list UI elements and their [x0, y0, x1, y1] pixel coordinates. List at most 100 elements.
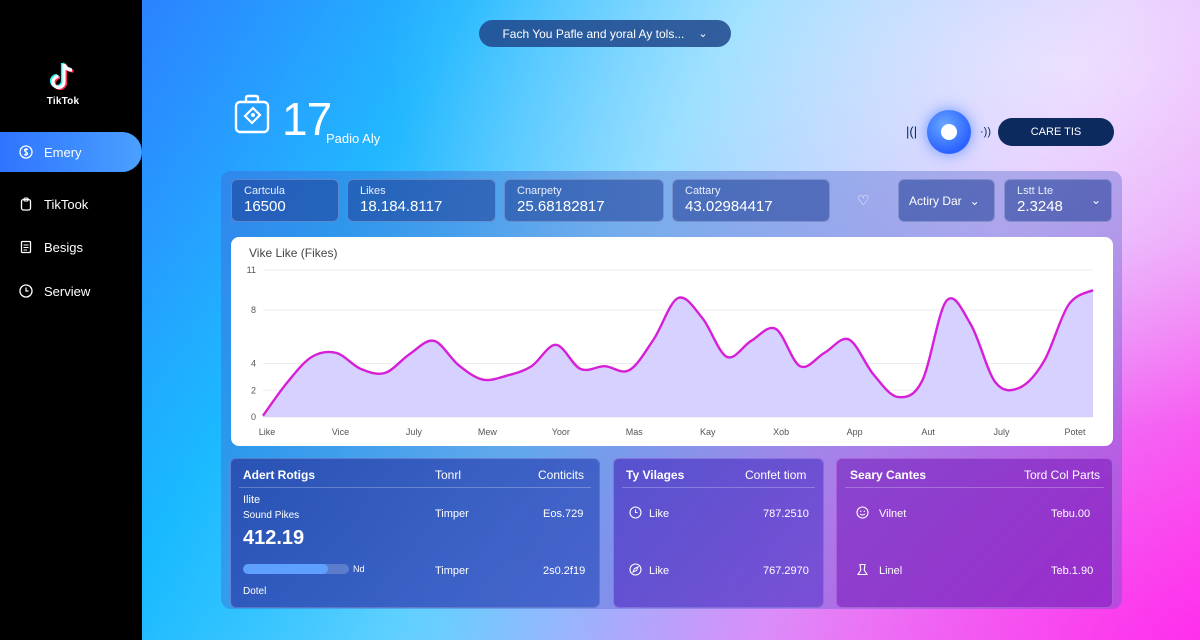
row-label: Like — [649, 565, 670, 577]
activity-dropdown[interactable]: Actiry Dar ⌄ — [898, 179, 995, 222]
dollar-circle-icon — [18, 144, 34, 160]
row-value: 2s0.2f19 — [543, 565, 586, 577]
stat-label: Cattary — [685, 185, 721, 197]
clock-icon — [18, 283, 34, 299]
row-value: Teb.1.90 — [1051, 565, 1094, 577]
row-value: 787.2510 — [763, 508, 809, 520]
header-subtitle: Padio Aly — [326, 131, 381, 146]
y-tick-label: 8 — [251, 305, 256, 315]
last-dropdown-label: Lstt Lte — [1017, 185, 1054, 197]
sound-pikes-value: 412.19 — [243, 527, 305, 549]
sidebar-item-emery[interactable]: Emery — [0, 132, 142, 172]
ty-vilages-card: Ty Vilages Confet tiom Like 787.2510 Lik… — [613, 458, 824, 608]
x-tick-label: July — [406, 427, 423, 437]
shopping-bag-icon — [234, 94, 270, 134]
card-title: Seary Cantes — [850, 468, 927, 482]
x-tick-label: Potet — [1064, 427, 1086, 437]
card-label: Ilite — [243, 494, 261, 506]
sidebar-item-serview[interactable]: Serview — [0, 271, 142, 311]
x-tick-label: Mas — [626, 427, 644, 437]
likes-chart-card: 0 2 4 8 11 Like Vice July Mew Yoor Mas Kay Xob App Aut… — [231, 237, 1113, 446]
x-tick-label: Like — [259, 427, 276, 437]
card-title: Adert Rotigs — [243, 468, 315, 482]
clock-icon — [629, 506, 642, 522]
x-tick-label: Aut — [921, 427, 935, 437]
row-value: 767.2970 — [763, 565, 809, 577]
x-tick-label: Kay — [700, 427, 716, 437]
card-title: Ty Vilages — [626, 468, 685, 482]
stat-value: 16500 — [244, 198, 286, 215]
y-tick-label: 11 — [247, 265, 256, 275]
card-column-header: Tonrl — [435, 468, 462, 482]
person-icon — [856, 563, 869, 579]
stat-label: Cartcula — [244, 185, 285, 197]
chart-title: Vike Like (Fikes) — [249, 246, 338, 260]
smile-icon — [856, 506, 869, 522]
last-dropdown[interactable]: Lstt Lte 2.3248 ⌄ — [1004, 179, 1112, 222]
row-value: Eos.729 — [543, 508, 584, 520]
sidebar-item-besigs[interactable]: Besigs — [0, 227, 142, 267]
x-tick-label: Mew — [478, 427, 498, 437]
adert-rotigs-card: Adert Rotigs Tonrl Conticits Ilite Sound… — [230, 458, 600, 608]
chevron-down-icon: ⌄ — [969, 193, 980, 208]
seary-cantes-card: Seary Cantes Tord Col Parts Vilnet Tebu.… — [836, 458, 1113, 608]
card-label: Sound Pikes — [243, 510, 300, 521]
sound-wave-right-icon: ·)) — [980, 126, 991, 138]
sound-wave-left-icon: |(| — [906, 124, 918, 139]
top-dropdown[interactable]: Fach You Pafle and yoral Ay tols... ⌄ — [479, 20, 731, 47]
tiktok-logo[interactable]: TikTok — [38, 60, 88, 107]
stat-value: 43.02984417 — [685, 198, 773, 215]
x-tick-label: July — [994, 427, 1011, 437]
progress-bar — [243, 564, 349, 574]
logo-text: TikTok — [46, 96, 80, 107]
header-big-number: 17 — [282, 93, 332, 145]
heart-icon[interactable]: ♡ — [857, 192, 870, 208]
likes-chart: 0 2 4 8 11 Like Vice July Mew Yoor Mas Kay Xob App Aut… — [247, 265, 1094, 437]
card-column-header: Conticits — [538, 468, 585, 482]
care-tis-button[interactable]: CARE TIS — [998, 118, 1114, 146]
sidebar-item-tiktook[interactable]: TikTook — [0, 184, 142, 224]
x-tick-label: App — [847, 427, 863, 437]
row-label: Vilnet — [879, 508, 907, 520]
record-button[interactable] — [927, 110, 971, 154]
series-area — [263, 290, 1093, 417]
last-dropdown-value: 2.3248 — [1017, 198, 1063, 215]
document-icon — [18, 239, 34, 255]
sidebar-item-label: Serview — [44, 283, 91, 299]
row-label: Timper — [435, 508, 469, 520]
card-column-header: Confet tiom — [745, 468, 807, 482]
y-tick-label: 0 — [251, 412, 256, 422]
compass-icon — [629, 563, 642, 579]
y-tick-label: 2 — [251, 385, 256, 395]
stat-label: Likes — [360, 185, 386, 197]
card-footer: Dotel — [243, 586, 267, 597]
divider — [622, 487, 815, 488]
row-label: Timper — [435, 565, 469, 577]
x-tick-label: Xob — [773, 427, 789, 437]
top-dropdown-label: Fach You Pafle and yoral Ay tols... — [502, 26, 685, 41]
stat-card-likes: Likes 18.184.8117 — [347, 179, 496, 222]
progress-label: Nd — [353, 564, 365, 574]
sidebar-item-label: Emery — [44, 144, 82, 160]
chevron-down-icon: ⌄ — [1090, 193, 1101, 207]
divider — [239, 487, 591, 488]
row-label: Linel — [879, 565, 903, 577]
chevron-down-icon: ⌄ — [698, 28, 708, 40]
sidebar-item-label: TikTook — [44, 196, 89, 212]
sidebar: TikTok Emery TikTook Besigs Serview — [0, 0, 142, 640]
divider — [845, 487, 1104, 488]
activity-dropdown-label: Actiry Dar — [909, 193, 962, 208]
stat-card-cartcula: Cartcula 16500 — [231, 179, 339, 222]
series-line — [262, 288, 1094, 417]
progress-fill — [243, 564, 328, 574]
tiktok-note-icon — [49, 62, 74, 91]
row-label: Like — [649, 508, 670, 520]
stat-value: 18.184.8117 — [360, 198, 443, 215]
record-dot-icon — [941, 124, 957, 140]
row-value: Tebu.00 — [1051, 508, 1091, 520]
stat-card-cattary: Cattary 43.02984417 — [672, 179, 830, 222]
sidebar-item-label: Besigs — [44, 239, 84, 255]
stat-card-cnarpety: Cnarpety 25.68182817 — [504, 179, 664, 222]
card-column-header: Tord Col Parts — [1024, 468, 1101, 482]
clipboard-icon — [18, 196, 34, 212]
